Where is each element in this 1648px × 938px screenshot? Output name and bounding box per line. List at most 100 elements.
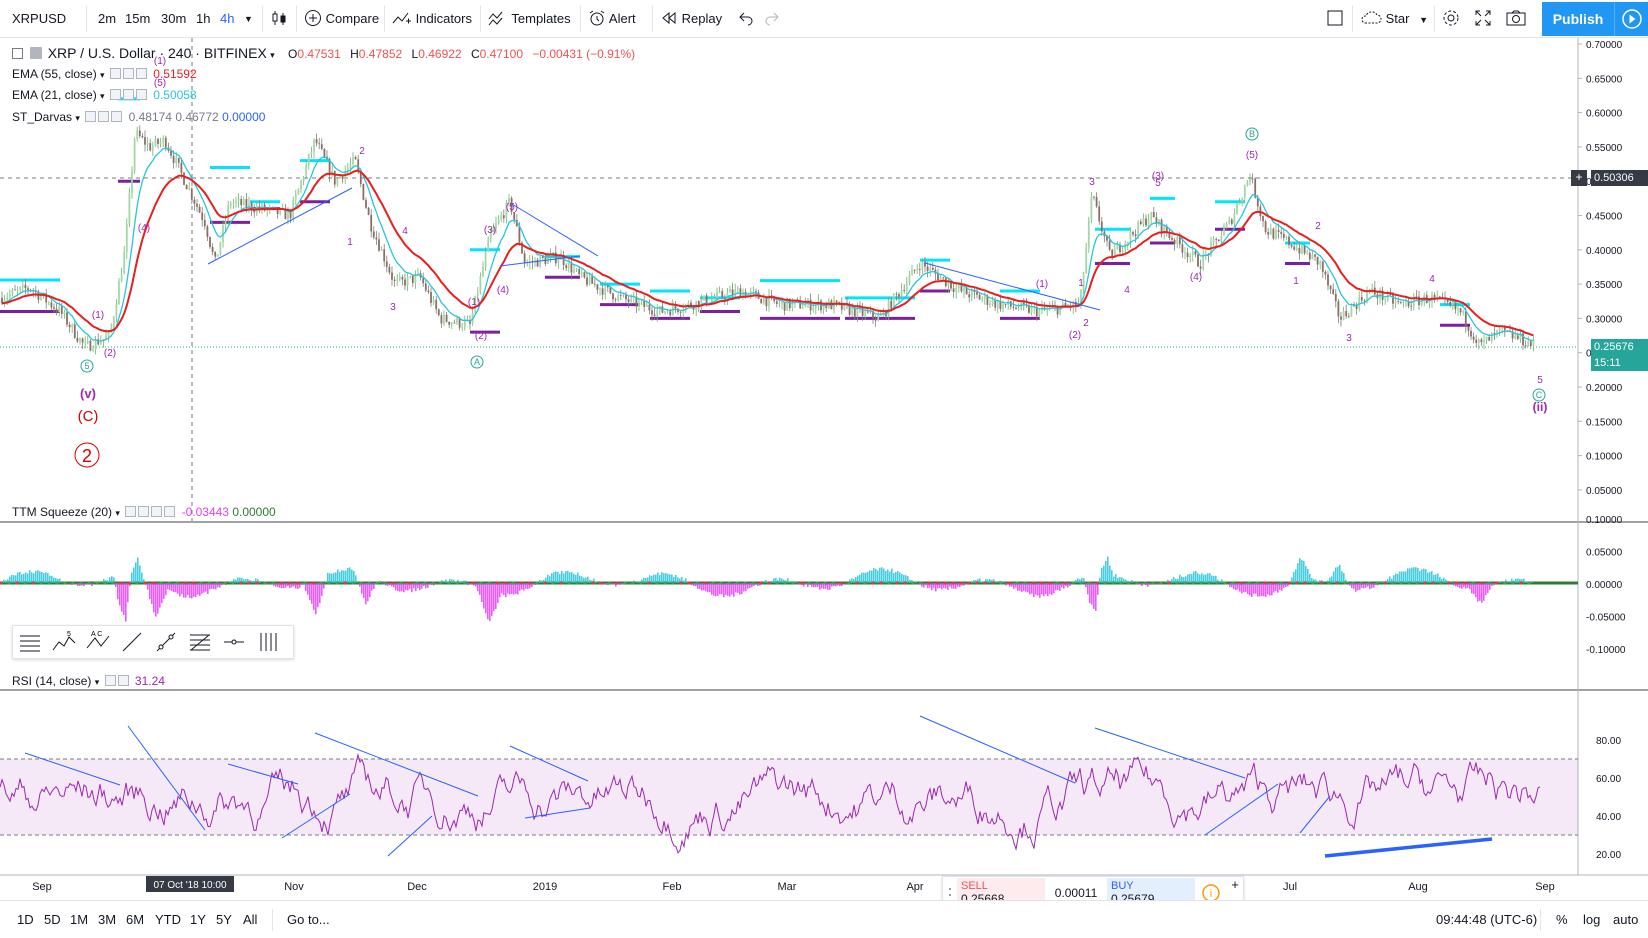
range-1d[interactable]: 1D [17, 912, 34, 927]
vertical-lines-tool[interactable] [251, 626, 285, 658]
interval-dropdown-chevron-icon[interactable]: ▼ [244, 14, 253, 24]
squeeze-bar [1459, 583, 1461, 588]
fib-tool[interactable] [183, 626, 217, 658]
goto-button[interactable]: Go to... [287, 912, 330, 927]
close-icon[interactable] [164, 506, 176, 517]
eye-icon[interactable] [85, 111, 97, 122]
interval-1h[interactable]: 1h [196, 11, 211, 26]
elliott-correction-tool[interactable]: A C [81, 626, 115, 658]
time-axis[interactable]: Sep Nov Dec 2019 Feb Mar Apr Jul Aug Sep… [32, 876, 1555, 893]
range-3m[interactable]: 3M [98, 912, 117, 927]
interval-4h[interactable]: 4h [220, 11, 235, 26]
horizontal-lines-tool[interactable] [13, 626, 47, 658]
price-axis[interactable]: 0.700000.650000.600000.550000.500000.450… [1578, 40, 1623, 497]
chevron-down-icon[interactable]: ▾ [270, 50, 275, 60]
close-icon[interactable] [111, 111, 123, 122]
log-toggle[interactable]: log [1583, 912, 1601, 927]
elliott-impulse-tool[interactable]: 5 [47, 626, 81, 658]
ttm-squeeze-pane[interactable] [0, 556, 1578, 622]
interval-30m[interactable]: 30m [161, 11, 187, 26]
eye-icon[interactable] [109, 68, 121, 79]
chevron-down-icon[interactable]: ▾ [75, 113, 80, 123]
candle-body [120, 274, 123, 282]
fullscreen-toggle-button[interactable] [1326, 0, 1344, 38]
symbol-title[interactable]: XRP / U.S. Dollar · 240 · BITFINEX [47, 45, 267, 61]
ray-tool[interactable] [149, 626, 183, 658]
range-all[interactable]: All [243, 912, 258, 927]
rsi-legend[interactable]: RSI (14, close) ▾ 31.24 [12, 674, 165, 688]
main-price-pane[interactable]: (v) (C) 2 5 (1) (2) (1) (5) (4) 2 1 3 4 … [0, 38, 1578, 875]
gear-icon[interactable] [122, 68, 134, 79]
range-5y[interactable]: 5Y [216, 912, 232, 927]
candle-body [976, 292, 978, 295]
chart-area[interactable]: (v) (C) 2 5 (1) (2) (1) (5) (4) 2 1 3 4 … [0, 38, 1648, 938]
replay-button[interactable]: Replay [660, 0, 722, 38]
chevron-down-icon[interactable]: ▾ [94, 677, 100, 687]
templates-button[interactable]: Templates [488, 0, 571, 38]
collapse-legend-icon[interactable] [12, 48, 23, 59]
interval-15m[interactable]: 15m [125, 11, 151, 26]
timezone-clock[interactable]: 09:44:48 (UTC-6) [1436, 912, 1538, 927]
percent-toggle[interactable]: % [1556, 912, 1568, 927]
compare-button[interactable]: Compare [304, 0, 379, 38]
eye-icon[interactable] [104, 675, 116, 686]
snapshot-button[interactable] [1506, 0, 1526, 38]
squeeze-bar [1393, 575, 1395, 583]
range-1y[interactable]: 1Y [190, 912, 206, 927]
add-price-plus-icon[interactable]: + [1571, 170, 1587, 186]
ema21-legend[interactable]: EMA (21, close) ▾ 0.50058 [12, 88, 197, 102]
squeeze-bar [347, 567, 349, 583]
close-icon[interactable] [135, 89, 147, 100]
price-chart-canvas[interactable]: (v) (C) 2 5 (1) (2) (1) (5) (4) 2 1 3 4 … [0, 38, 1648, 900]
horizontal-ray-tool[interactable] [217, 626, 251, 658]
close-icon[interactable] [135, 68, 147, 79]
gear-icon[interactable] [98, 111, 110, 122]
gear-icon[interactable] [117, 675, 129, 686]
range-ytd[interactable]: YTD [155, 912, 181, 927]
svg-text:A C: A C [91, 631, 102, 638]
indicators-button[interactable]: Indicators [392, 0, 472, 38]
lock-icon[interactable] [151, 506, 163, 517]
interval-2m[interactable]: 2m [98, 11, 117, 26]
chevron-down-icon[interactable]: ▾ [100, 70, 105, 80]
chevron-down-icon[interactable]: ▾ [100, 91, 105, 101]
redo-button[interactable] [764, 0, 780, 38]
eye-icon[interactable] [109, 89, 121, 100]
trendline-tool[interactable] [115, 626, 149, 658]
expand-button[interactable] [1474, 0, 1492, 38]
alert-button[interactable]: Alert [588, 0, 636, 38]
ttm-legend[interactable]: TTM Squeeze (20) ▾ -0.03443 0.00000 [12, 505, 276, 519]
candle-body [19, 287, 22, 290]
squeeze-bar [1097, 583, 1099, 595]
squeeze-bar [149, 583, 151, 600]
squeeze-dot [695, 581, 699, 585]
auto-toggle[interactable]: auto [1613, 912, 1639, 927]
ema55-legend[interactable]: EMA (55, close) ▾ 0.51592 [12, 67, 197, 81]
chart-type-button[interactable] [270, 0, 288, 38]
candle-body [437, 309, 440, 316]
undo-button[interactable] [738, 0, 754, 38]
chevron-down-icon[interactable]: ▾ [115, 508, 120, 518]
symbol-search-button[interactable]: XRPUSD [12, 0, 66, 38]
squeeze-bar [1077, 578, 1079, 583]
eye-icon[interactable] [125, 506, 137, 517]
settings-button[interactable] [1442, 0, 1460, 38]
squeeze-dot [39, 581, 43, 585]
squeeze-bar [1165, 582, 1167, 583]
darvas-legend[interactable]: ST_Darvas ▾ 0.48174 0.46772 0.00000 [12, 110, 265, 124]
plus-icon[interactable]: + [1231, 877, 1239, 892]
squeeze-bar [691, 583, 693, 586]
squeeze-bar [221, 583, 223, 586]
play-button[interactable] [1614, 2, 1648, 36]
range-1m[interactable]: 1M [70, 912, 89, 927]
star-watchlist-button[interactable]: Star ▼ [1360, 0, 1428, 38]
range-6m[interactable]: 6M [126, 912, 145, 927]
gear-icon[interactable] [138, 506, 150, 517]
gear-icon[interactable] [122, 89, 134, 100]
publish-button[interactable]: Publish [1542, 2, 1614, 36]
range-5d[interactable]: 5D [44, 912, 61, 927]
candle-body [297, 188, 300, 195]
rsi-pane[interactable] [0, 715, 1578, 858]
